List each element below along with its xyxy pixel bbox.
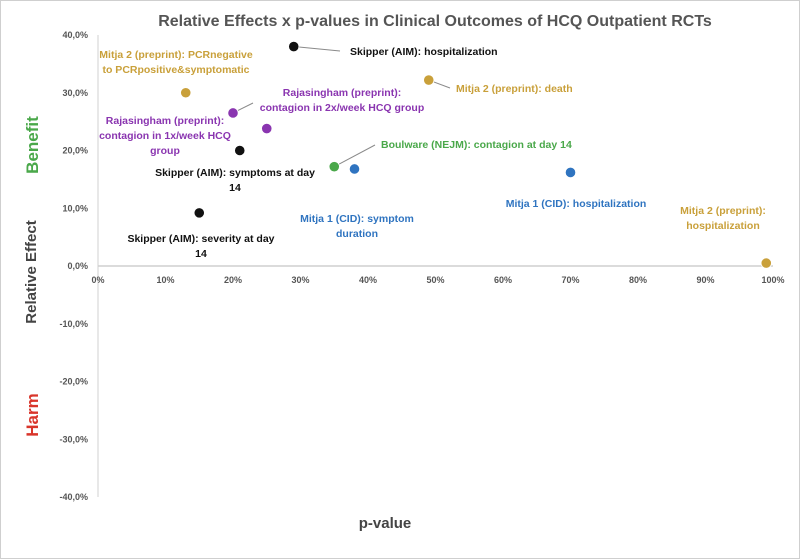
data-point <box>328 161 340 173</box>
x-tick-label: 40% <box>359 275 377 285</box>
chart-title: Relative Effects x p-values in Clinical … <box>158 13 712 30</box>
data-label: Mitja 2 (preprint): PCRnegative to PCRpos… <box>99 49 253 76</box>
x-tick-label: 30% <box>291 275 309 285</box>
data-label: Skipper (AIM): hospitalization <box>350 46 498 58</box>
benefit-region-label: Benefit <box>23 116 42 174</box>
x-tick-label: 80% <box>629 275 647 285</box>
y-tick-label: -30,0% <box>59 434 88 444</box>
data-point <box>234 144 246 157</box>
data-label: Mitja 2 (preprint): death <box>456 83 573 95</box>
x-tick-label: 90% <box>696 275 714 285</box>
data-point <box>760 257 772 269</box>
y-tick-label: 0,0% <box>67 261 88 271</box>
data-label: Skipper (AIM): severity at day 14 <box>127 233 274 260</box>
data-point <box>288 40 300 53</box>
y-tick-labels: 40,0% 30,0% 20,0% 10,0% 0,0% -10,0% -20,0% -30,… <box>59 30 88 502</box>
x-tick-label: 10% <box>156 275 174 285</box>
y-axis-title: Relative Effect <box>23 220 40 323</box>
x-tick-label: 70% <box>561 275 579 285</box>
x-axis-title: p-value <box>359 515 412 532</box>
label-connector <box>334 144 376 168</box>
data-point <box>180 87 192 99</box>
y-tick-label: 20,0% <box>62 146 88 156</box>
y-tick-label: 10,0% <box>62 203 88 213</box>
y-tick-label: -10,0% <box>59 319 88 329</box>
data-label: Mitja 1 (CID): hospitalization <box>506 198 647 210</box>
y-tick-label: -20,0% <box>59 377 88 387</box>
x-tick-label: 100% <box>761 275 784 285</box>
data-label: Boulware (NEJM): contagion at day 14 <box>381 139 572 151</box>
data-label: Rajasingham (preprint): contagion in 2x/w… <box>260 87 425 114</box>
x-tick-label: 20% <box>224 275 242 285</box>
data-point <box>227 107 239 119</box>
data-point <box>261 122 273 135</box>
data-point <box>348 163 361 175</box>
data-label: Mitja 1 (CID): symptom duration <box>300 213 414 240</box>
x-tick-labels: 0% 10% 20% 30% 40% 50% 60% 70% 80% 90% 100% <box>91 275 784 285</box>
data-label: Mitja 2 (preprint): hospitalization <box>680 205 766 232</box>
data-point <box>423 74 435 86</box>
y-tick-label: 40,0% <box>62 30 88 40</box>
x-tick-label: 0% <box>91 275 104 285</box>
y-tick-label: 30,0% <box>62 88 88 98</box>
data-labels: Skipper (AIM): hospitalization Mitja 2 (p… <box>99 46 766 260</box>
data-label: Skipper (AIM): symptoms at day 14 <box>155 167 315 194</box>
y-tick-label: -40,0% <box>59 492 88 502</box>
data-point <box>193 207 205 219</box>
x-tick-label: 50% <box>426 275 444 285</box>
data-points <box>180 40 772 269</box>
x-tick-label: 60% <box>494 275 512 285</box>
data-label: Rajasingham (preprint): contagion in 1x/w… <box>99 115 231 157</box>
label-connector <box>293 46 341 52</box>
harm-region-label: Harm <box>23 393 42 436</box>
data-point <box>564 166 577 179</box>
